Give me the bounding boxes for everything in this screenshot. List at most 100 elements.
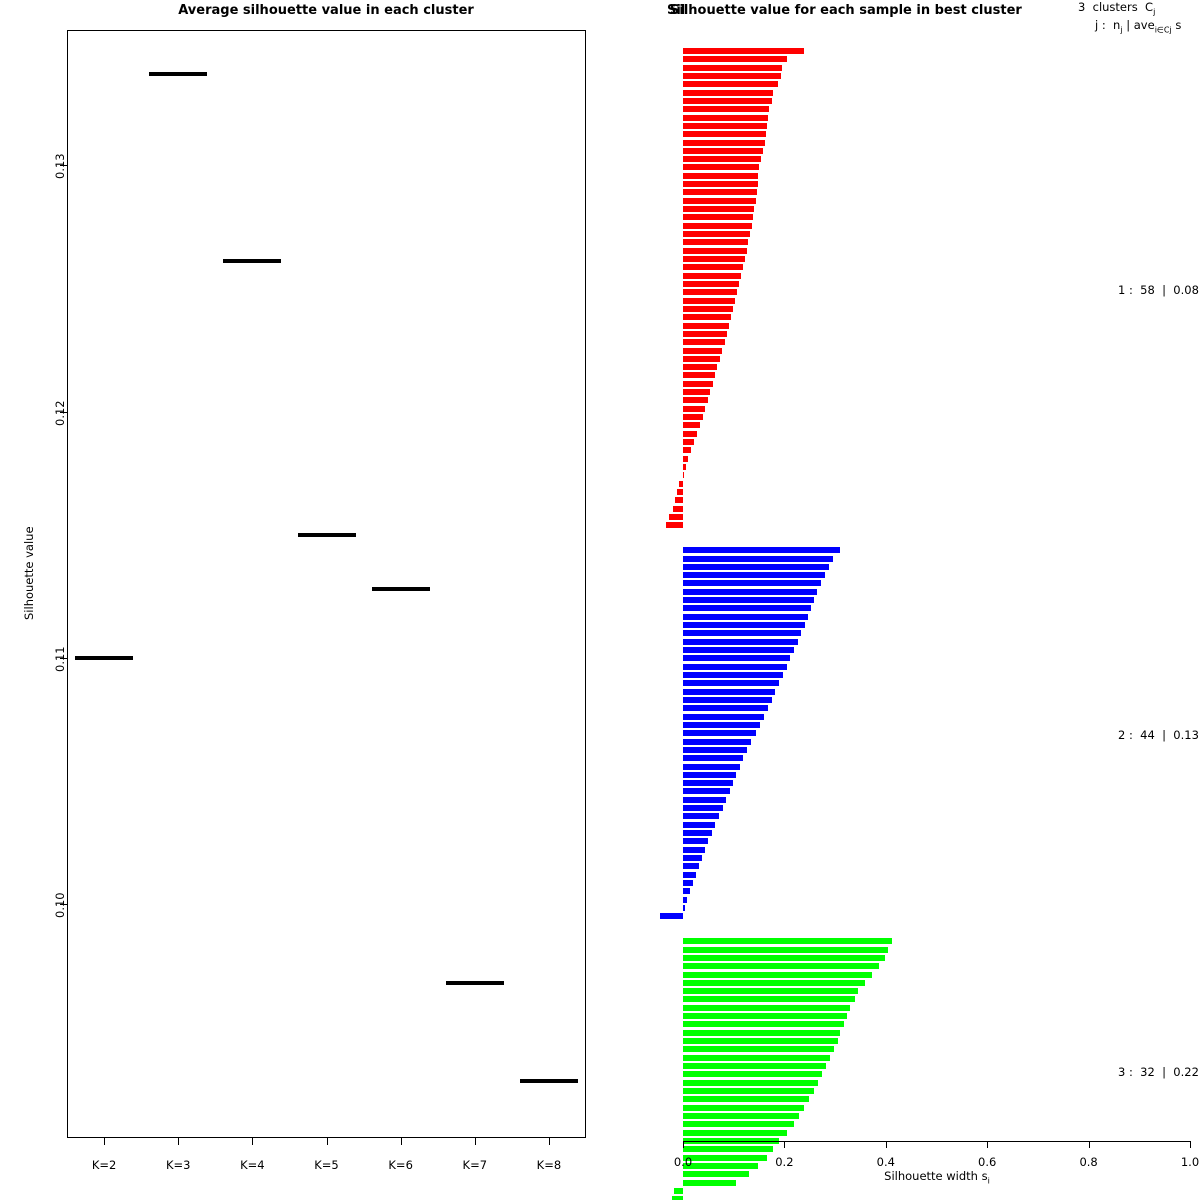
left-plot-box [67,30,586,1138]
silhouette-bar [665,522,683,529]
silhouette-bar [683,189,757,196]
silhouette-bar [683,164,760,171]
silhouette-bar [683,1104,804,1111]
silhouette-bar [683,597,814,604]
silhouette-bar [683,114,768,121]
silhouette-bar [683,447,692,454]
avg-silhouette-segment [371,586,430,591]
silhouette-bar [683,838,709,845]
left-x-tick-mark [548,1138,550,1145]
silhouette-bar [683,672,783,678]
silhouette-bar [683,247,747,254]
avg-silhouette-segment [75,655,134,660]
left-x-tick-mark [178,1138,180,1145]
right-x-tick-mark [987,1141,989,1148]
right-x-tick-label: 1.0 [1180,1155,1200,1169]
right-x-tick-label: 0.2 [775,1155,794,1169]
silhouette-bar [683,796,727,803]
silhouette-bar [683,1146,774,1153]
silhouette-bar [683,72,781,79]
avg-silhouette-segment [149,72,208,77]
silhouette-bar [683,1088,814,1094]
right-x-axis: 0.0 0.2 0.4 0.6 0.8 1.0 [600,0,1200,1200]
silhouette-bar [683,721,760,728]
silhouette-bar [683,680,780,687]
cluster-header-line-1: 3 clusters Cj [1078,1,1156,17]
cluster-summary-label-3: 3 : 32 | 0.22 [1118,1065,1199,1080]
silhouette-bar [683,156,761,163]
left-x-tick-label: K=5 [314,1158,339,1172]
silhouette-bar [683,289,737,296]
silhouette-bar [683,1171,749,1178]
silhouette-bar [683,231,750,238]
silhouette-bar [683,788,730,795]
silhouette-bar [683,1154,767,1161]
silhouette-bar [683,364,718,371]
left-x-tick-label: K=7 [462,1158,488,1172]
cluster-header-s-label: s [1171,18,1182,32]
left-y-tick-mark [60,411,67,413]
silhouette-bar [660,913,683,920]
left-y-tick-mark [60,657,67,659]
silhouette-bar [683,813,719,820]
silhouette-bar [683,713,764,720]
right-x-tick-label: 0.4 [876,1155,895,1169]
silhouette-bar [683,1137,780,1144]
silhouette-bar [683,755,744,762]
left-x-tick-mark [326,1138,328,1145]
right-x-axis-label-sub: i [987,1176,990,1186]
silhouette-bar [683,938,892,945]
left-x-tick-mark [104,1138,106,1145]
silhouette-bar [683,1079,818,1086]
silhouette-bar [683,1021,845,1028]
silhouette-bar [683,705,768,712]
silhouette-bar [683,630,802,637]
silhouette-bar [683,122,767,129]
silhouette-bar [683,880,693,886]
silhouette-bar [676,488,683,495]
left-x-tick-label: K=4 [240,1158,265,1172]
silhouette-bar [683,871,696,878]
right-x-axis-line [683,1141,1190,1142]
left-y-tick-mark [60,165,67,167]
silhouette-bar [683,638,798,645]
silhouette-bar [683,97,773,104]
silhouette-bar [683,805,723,812]
silhouette-bar [683,830,712,837]
silhouette-bar [683,1071,823,1078]
silhouette-bar [683,663,787,670]
silhouette-bar [683,222,752,229]
silhouette-bar [683,605,811,612]
cluster-header-sub-j: j [1153,7,1156,17]
silhouette-bar [683,56,787,63]
silhouette-bar [683,314,731,321]
silhouette-bar [683,1179,737,1186]
silhouette-bar [683,746,748,753]
silhouette-bar [683,464,686,470]
silhouette-bar [683,622,805,629]
left-x-tick-label: K=2 [91,1158,117,1172]
left-panel-title: Average silhouette value in each cluster [178,3,474,18]
right-x-tick-mark [1088,1141,1090,1148]
silhouette-bar [683,264,743,271]
silhouette-bar [683,147,764,154]
silhouette-bar [683,239,749,246]
silhouette-bar [683,297,735,304]
silhouette-bar [683,971,872,978]
silhouette-bar [683,1038,838,1045]
cluster-header-ave-label: | ave [1122,18,1155,32]
silhouette-bar [683,339,725,346]
silhouette-bar [683,1013,848,1020]
silhouette-bars [600,0,1200,1200]
right-x-tick-mark [784,1141,786,1148]
left-x-tick-mark [252,1138,254,1145]
silhouette-bar [683,1121,794,1128]
silhouette-bar [683,372,716,379]
silhouette-bar [683,1162,759,1169]
avg-silhouette-segment [445,980,504,985]
silhouette-bar [683,89,774,96]
silhouette-bar [683,1054,831,1061]
silhouette-bar [683,330,727,337]
silhouette-bar [683,256,745,262]
